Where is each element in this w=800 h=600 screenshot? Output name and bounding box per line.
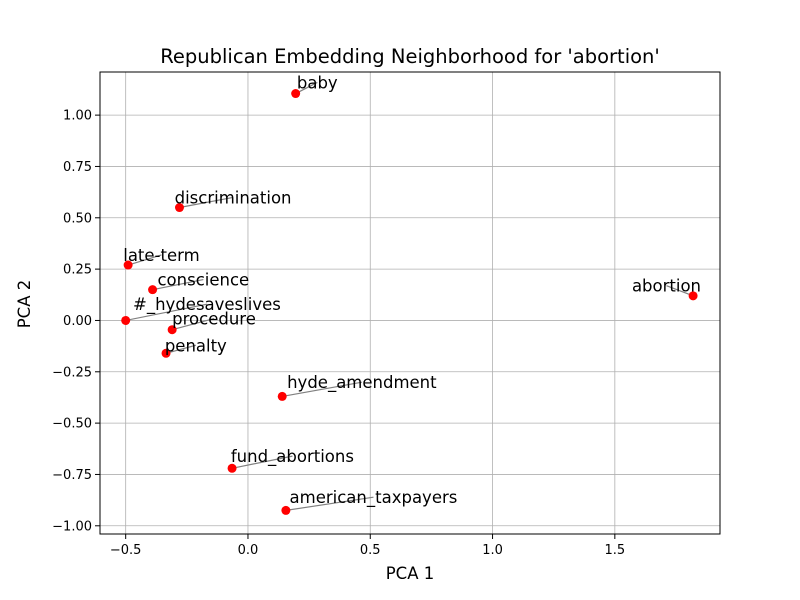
label-connector xyxy=(165,344,196,354)
point-label: late-term xyxy=(123,246,199,265)
y-tick-label: 0.00 xyxy=(63,314,92,329)
label-connector xyxy=(179,196,234,209)
label-connector xyxy=(231,455,293,469)
point-label: conscience xyxy=(157,271,249,290)
label-connectors xyxy=(125,81,694,511)
data-point xyxy=(291,89,301,99)
grid xyxy=(100,72,720,534)
data-point xyxy=(148,285,158,295)
y-axis-label: PCA 2 xyxy=(15,280,34,329)
point-label: baby xyxy=(297,73,338,92)
x-axis-label: PCA 1 xyxy=(386,564,435,583)
point-label: discrimination xyxy=(175,188,292,207)
label-connector xyxy=(666,285,694,297)
label-connector xyxy=(171,317,215,331)
y-tick-label: −0.75 xyxy=(52,468,92,483)
y-tick-label: 0.25 xyxy=(63,263,92,278)
y-tick-label: −0.50 xyxy=(52,417,92,432)
data-point xyxy=(174,203,184,213)
point-labels: baby discrimination late-term conscience #_h… xyxy=(123,73,701,508)
x-tick-label: 0.0 xyxy=(238,543,259,558)
point-label: american_taxpayers xyxy=(290,488,458,508)
y-tick-label: −1.00 xyxy=(52,519,92,534)
point-label: procedure xyxy=(172,310,256,329)
plot-frame xyxy=(99,71,721,535)
y-tick-label: 0.75 xyxy=(63,160,92,175)
data-point xyxy=(121,315,131,325)
label-connector xyxy=(125,303,208,322)
point-label: abortion xyxy=(632,277,701,296)
point-label: penalty xyxy=(165,336,227,355)
data-point xyxy=(277,391,287,401)
data-point xyxy=(688,291,698,301)
data-point xyxy=(161,348,171,358)
data-points xyxy=(121,89,698,515)
x-tick-label: 1.0 xyxy=(482,543,503,558)
data-point xyxy=(123,260,133,270)
label-connector xyxy=(152,278,204,291)
x-tick-label: 1.5 xyxy=(604,543,625,558)
point-label: fund_abortions xyxy=(231,447,354,467)
tick-labels: −0.5 0.0 0.5 1.0 1.5 −1.00 −0.75 −0.50 −0.25 0.00… xyxy=(52,109,625,558)
y-tick-label: 0.50 xyxy=(63,211,92,226)
x-tick-label: −0.5 xyxy=(110,543,142,558)
x-tick-label: 0.5 xyxy=(360,543,381,558)
y-tick-label: −0.25 xyxy=(52,365,92,380)
point-label: #_hydesaveslives xyxy=(133,295,281,315)
data-point xyxy=(227,463,237,473)
data-point xyxy=(281,505,291,515)
chart-title: Republican Embedding Neighborhood for 'a… xyxy=(160,45,660,68)
label-connector xyxy=(127,254,162,266)
label-connector xyxy=(285,496,374,511)
data-point xyxy=(167,325,177,335)
y-tick-label: 1.00 xyxy=(63,109,92,124)
label-connector xyxy=(282,381,362,398)
point-label: hyde_amendment xyxy=(287,373,437,393)
